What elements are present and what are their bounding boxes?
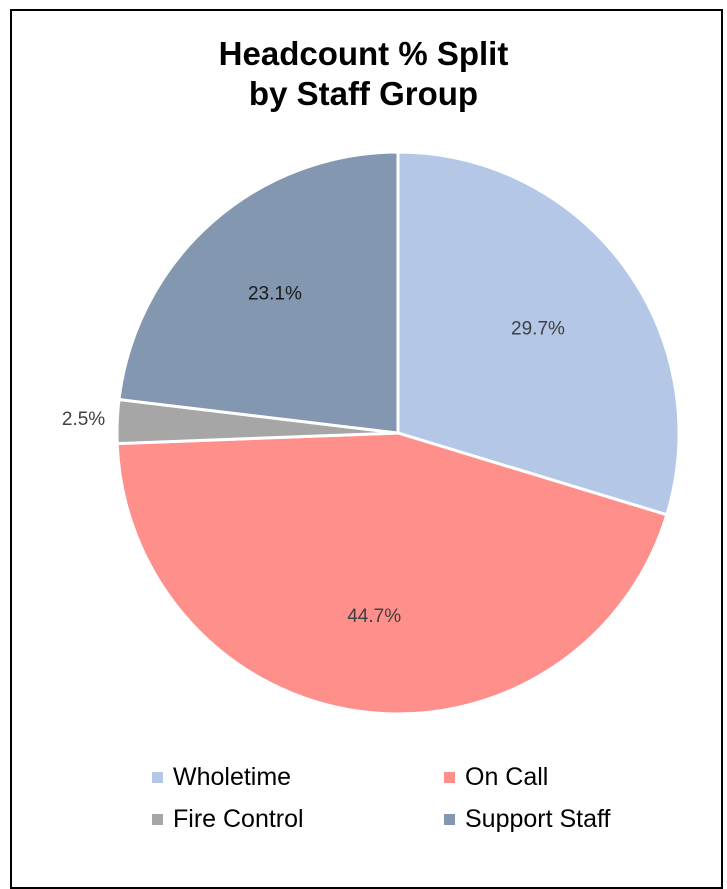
data-label-wholetime: 29.7% [511,318,565,339]
data-label-on-call: 44.7% [347,606,401,627]
chart-title: Headcount % Split by Staff Group [0,34,727,114]
data-label-fire-control: 2.5% [62,409,105,430]
data-label-support-staff: 23.1% [248,283,302,304]
pie-slice-on-call [115,431,669,716]
pie-slice-wholetime [396,150,681,517]
pie-slice-support-staff [117,150,400,435]
chart-title-line-1: Headcount % Split [218,35,509,72]
chart-title-line-2: by Staff Group [248,75,479,112]
